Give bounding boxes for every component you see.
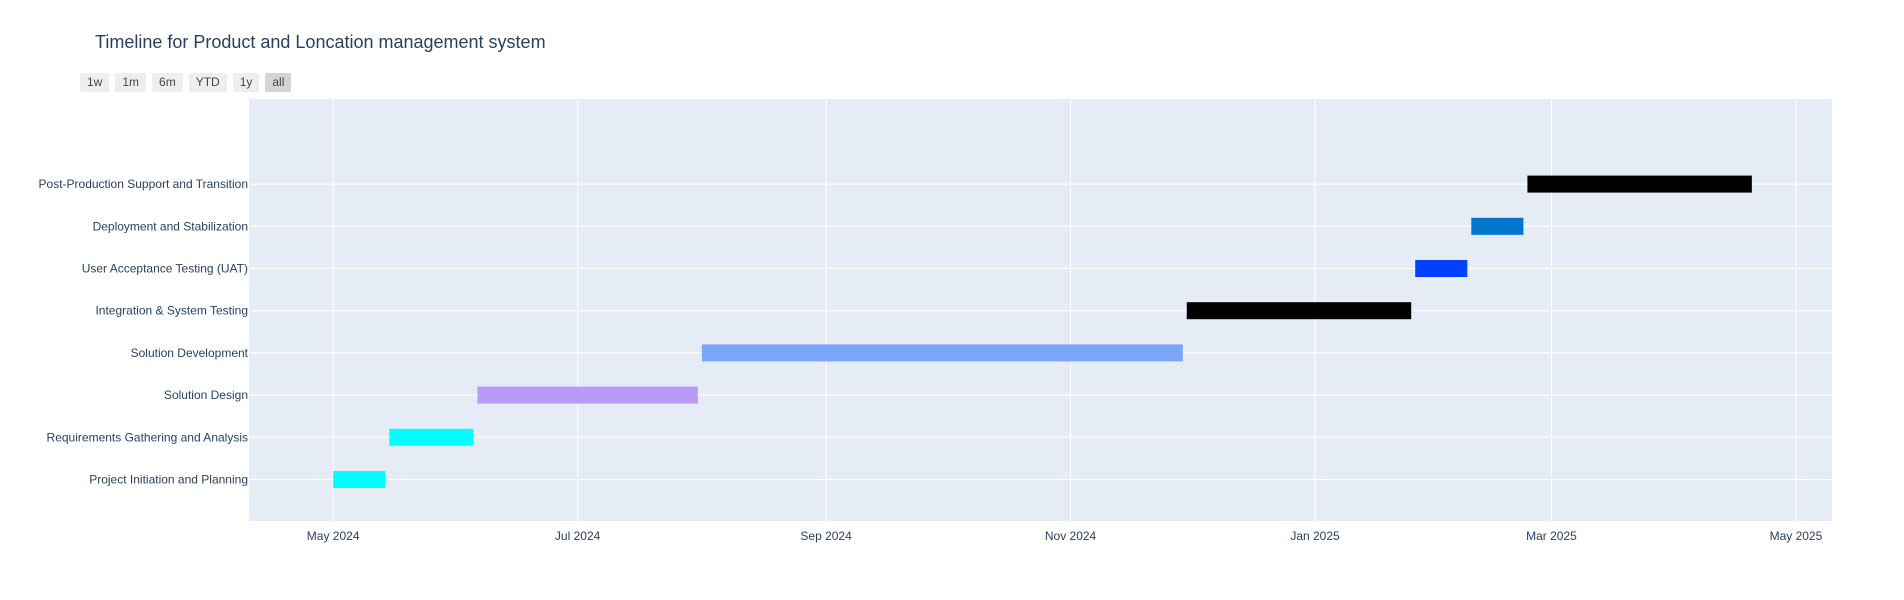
range-selector: 1w 1m 6m YTD 1y all (80, 73, 292, 92)
x-tick-label: May 2025 (1770, 529, 1823, 543)
task-bar (1186, 302, 1412, 320)
x-tick-label: May 2024 (307, 529, 360, 543)
task-bar (1471, 217, 1524, 235)
x-tick-label: Jul 2024 (555, 529, 601, 543)
y-tick-label: Solution Development (131, 346, 249, 360)
chart-title: Timeline for Product and Loncation manag… (95, 32, 546, 52)
task-bar (1527, 175, 1752, 193)
range-button-6m[interactable]: 6m (152, 73, 183, 92)
y-tick-label: User Acceptance Testing (UAT) (82, 262, 248, 276)
range-button-all[interactable]: all (265, 73, 292, 92)
x-tick-label: Jan 2025 (1290, 529, 1340, 543)
task-bar (477, 386, 698, 404)
range-button-1m[interactable]: 1m (115, 73, 147, 92)
task-bar (701, 344, 1183, 362)
task-bar (333, 471, 386, 488)
x-tick-label: Sep 2024 (800, 529, 852, 543)
task-bar (1415, 260, 1468, 277)
plot-background (249, 99, 1832, 521)
y-tick-label: Deployment and Stabilization (93, 219, 248, 233)
x-tick-label: Mar 2025 (1526, 529, 1577, 543)
y-tick-label: Post-Production Support and Transition (39, 177, 248, 191)
range-button-1y[interactable]: 1y (232, 73, 260, 92)
y-tick-label: Integration & System Testing (95, 304, 248, 318)
y-tick-label: Project Initiation and Planning (89, 473, 248, 487)
y-tick-label: Requirements Gathering and Analysis (47, 430, 248, 444)
x-tick-label: Nov 2024 (1045, 529, 1097, 543)
range-button-ytd[interactable]: YTD (188, 73, 227, 92)
task-bar (389, 428, 474, 446)
y-tick-label: Solution Design (164, 388, 248, 402)
range-button-1w[interactable]: 1w (80, 73, 110, 92)
